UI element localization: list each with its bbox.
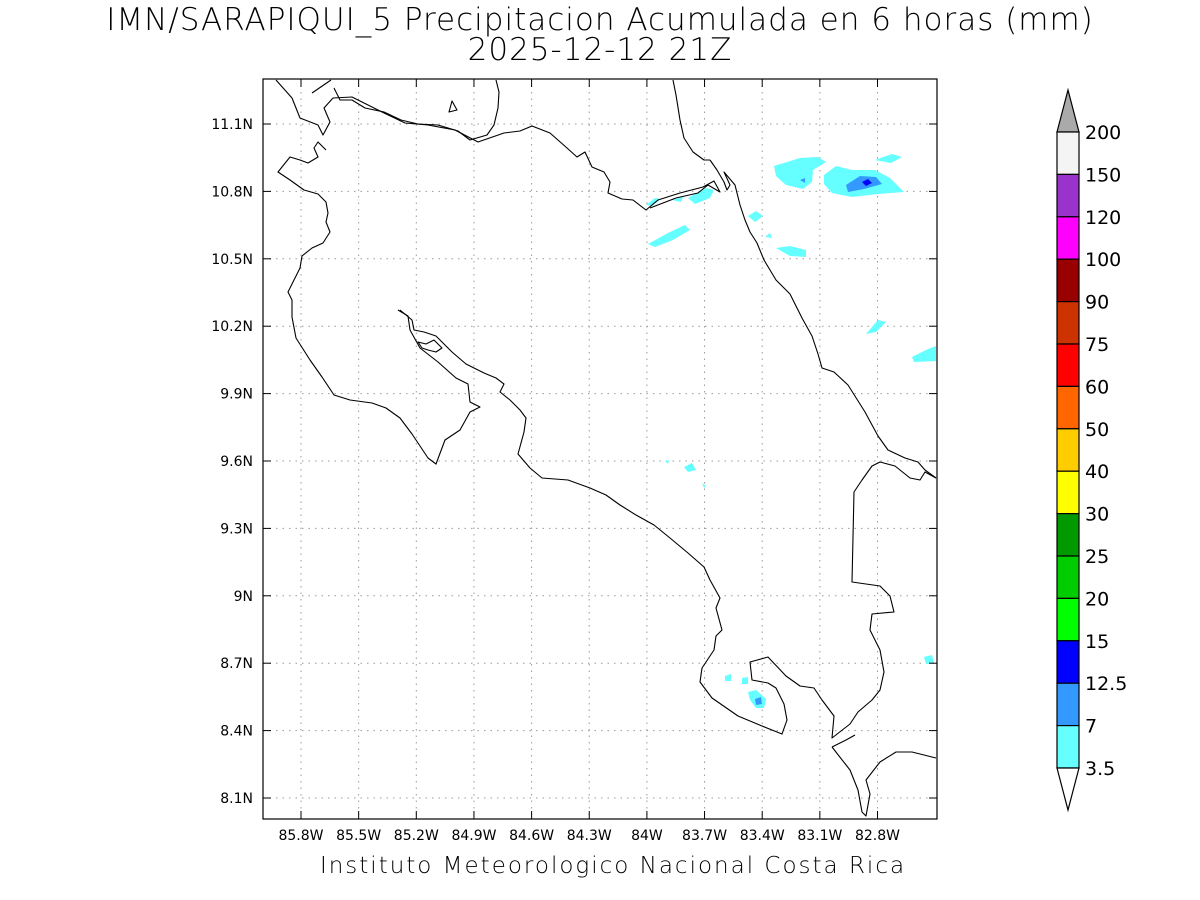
colorbar-level-label: 150 (1085, 164, 1121, 186)
lat-tick-label: 9.6N (220, 454, 253, 470)
colorbar-level-label: 7 (1085, 716, 1097, 738)
colorbar-swatch (1056, 173, 1080, 218)
colorbar-swatch (1056, 555, 1080, 600)
map-title: IMN/SARAPIQUI_5 Precipitacion Acumulada … (106, 2, 1094, 38)
lon-tick-label: 84.9W (451, 828, 496, 844)
lat-tick-label: 10.2N (211, 319, 253, 335)
longitude-axis: 85.8W 85.5W 85.2W 84.9W 84.6W 84.3W 84W 83.7W 83… (278, 79, 900, 844)
colorbar-swatch (1056, 216, 1080, 260)
colorbar-swatch (1056, 131, 1080, 176)
colorbar-level-label: 100 (1085, 249, 1121, 271)
lat-tick-label: 9.9N (220, 387, 253, 403)
colorbar-level-label: 200 (1085, 122, 1121, 144)
lat-tick-label: 9.3N (220, 521, 253, 537)
lon-tick-label: 84.3W (567, 828, 612, 844)
institution-footer: Instituto Meteorologico Nacional Costa R… (319, 853, 907, 879)
colorbar-level-label: 50 (1085, 419, 1109, 441)
lat-tick-label: 9N (234, 589, 253, 605)
lat-tick-label: 10.8N (211, 184, 253, 200)
precip-12.5mm (862, 179, 872, 186)
lat-tick-label: 10.5N (211, 252, 253, 268)
lon-tick-label: 85.5W (336, 828, 381, 844)
colorbar-level-label: 12.5 (1085, 673, 1127, 695)
colorbar-swatch (1056, 682, 1080, 727)
latitude-axis: 11.1N 10.8N 10.5N 10.2N 9.9N 9.6N 9.3N 9N 8.7N 8.… (211, 117, 937, 807)
colorbar-swatch (1056, 512, 1080, 557)
precip-3.5mm (646, 154, 936, 708)
map-datetime: 2025-12-12 21Z (467, 32, 733, 68)
lat-tick-label: 8.4N (220, 724, 253, 740)
lon-tick-label: 85.8W (278, 828, 323, 844)
colorbar-swatch (1056, 470, 1080, 515)
colorbar-level-label: 60 (1085, 376, 1109, 398)
lon-tick-label: 83.7W (682, 828, 727, 844)
colorbar-under-arrow (1056, 767, 1080, 813)
precipitation-areas (646, 154, 936, 708)
lon-tick-label: 82.8W (855, 828, 900, 844)
colorbar-swatch (1056, 301, 1080, 345)
lon-tick-label: 83.1W (797, 828, 842, 844)
colorbar-level-label: 20 (1085, 588, 1109, 610)
colorbar-swatch (1056, 428, 1080, 472)
colorbar-level-label: 3.5 (1085, 758, 1115, 780)
map-frame (262, 78, 938, 820)
colorbar-level-label: 40 (1085, 461, 1109, 483)
lat-tick-label: 11.1N (211, 117, 253, 133)
colorbar-level-label: 25 (1085, 546, 1109, 568)
lat-tick-label: 8.1N (220, 791, 253, 807)
colorbar-level-label: 15 (1085, 631, 1109, 653)
colorbar-level-label: 75 (1085, 334, 1109, 356)
colorbar-swatch (1056, 343, 1080, 388)
colorbar-level-label: 30 (1085, 504, 1109, 526)
colorbar-swatch (1056, 724, 1080, 769)
lon-tick-label: 85.2W (394, 828, 439, 844)
precipitation-colorbar: 200 150 120 100 90 75 60 50 40 30 25 20 15 12.5 7 3.5 (1056, 87, 1127, 813)
lon-tick-label: 83.4W (740, 828, 785, 844)
colorbar-level-label: 120 (1085, 207, 1121, 229)
lon-tick-label: 84W (631, 828, 663, 844)
colorbar-swatch (1056, 385, 1080, 430)
lat-tick-label: 8.7N (220, 656, 253, 672)
colorbar-over-arrow (1056, 87, 1080, 133)
precip-7mm (755, 176, 882, 705)
colorbar-swatch (1056, 597, 1080, 642)
colorbar-level-label: 90 (1085, 292, 1109, 314)
lon-tick-label: 84.6W (509, 828, 554, 844)
coastlines (275, 79, 937, 817)
colorbar-swatch (1056, 640, 1080, 684)
colorbar-swatch (1056, 258, 1080, 303)
